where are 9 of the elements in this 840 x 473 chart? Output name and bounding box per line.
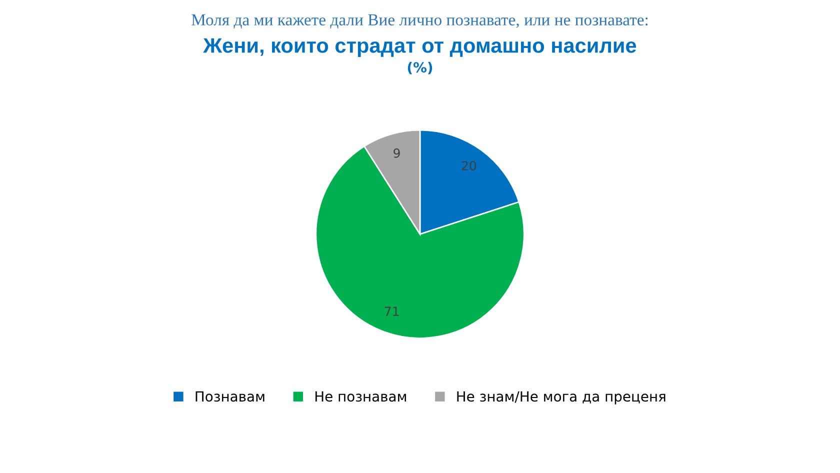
legend-label: Познавам (196, 391, 264, 402)
data-label: 9 (394, 148, 400, 158)
legend-label: Не знам/Не мога да преценя (457, 391, 666, 404)
data-label: 20 (462, 160, 476, 170)
text: (%) (408, 62, 432, 74)
data-label: 71 (384, 306, 399, 316)
chart-title: Жени, които страдат от домашно насилие (203, 38, 636, 58)
legend-label: Не познавам (315, 391, 406, 402)
chart-subtitle: Моля да ми кажете дали Вие лично познавате, или не познавате: (192, 14, 648, 29)
